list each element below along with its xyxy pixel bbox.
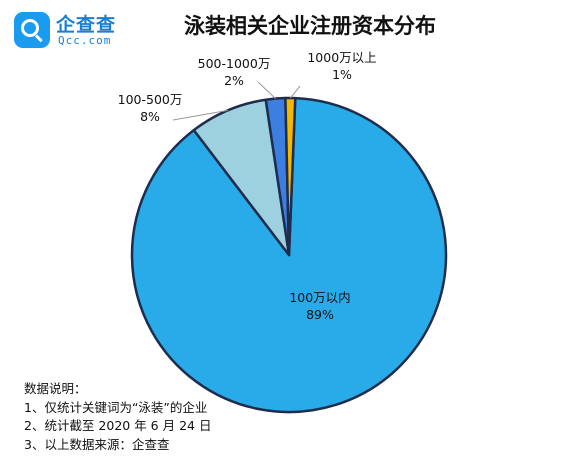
qcc-logo-icon <box>14 12 50 48</box>
logo-name-en: Qcc.com <box>58 34 112 47</box>
notes-line-1: 1、仅统计关键词为“泳装”的企业 <box>24 399 208 415</box>
slice-500-1000-leader-line <box>257 81 276 99</box>
chart-title: 泳装相关企业注册资本分布 <box>184 14 436 38</box>
slice-100-within-percent: 89% <box>306 307 334 322</box>
slice-1000-above-label: 1000万以上 <box>307 50 376 65</box>
slice-1000-above-percent: 1% <box>332 67 352 82</box>
notes-line-3: 3、以上数据来源：企查查 <box>24 436 170 452</box>
slice-100-within-label: 100万以内 <box>289 290 350 305</box>
qcc-logo: 企查查 Qcc.com <box>14 10 134 50</box>
slice-100-500-percent: 8% <box>140 109 160 124</box>
notes-line-2: 2、统计截至 2020 年 6 月 24 日 <box>24 418 212 433</box>
logo-name-cn: 企查查 <box>56 14 117 36</box>
slice-100-500-label: 100-500万 <box>118 92 183 107</box>
slice-500-1000-percent: 2% <box>224 73 244 88</box>
slice-500-1000-label: 500-1000万 <box>198 56 271 71</box>
data-notes: 数据说明： 1、仅统计关键词为“泳装”的企业 2、统计截至 2020 年 6 月… <box>24 380 211 454</box>
slice-100-500-leader-line <box>172 109 228 121</box>
slice-1000-above <box>284 96 297 257</box>
slice-1000-above-leader-line <box>289 85 301 99</box>
notes-heading: 数据说明： <box>24 381 87 396</box>
